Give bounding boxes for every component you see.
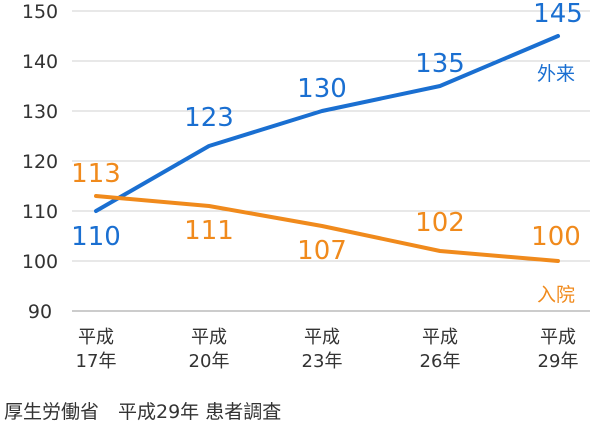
data-label: 145 xyxy=(533,0,583,29)
y-tick-label: 150 xyxy=(22,1,58,23)
y-tick-label: 140 xyxy=(22,51,58,73)
series-lines xyxy=(94,34,560,263)
data-labels: 110 123 130 135 145 113 111 107 102 100 xyxy=(71,0,583,266)
data-label: 123 xyxy=(184,103,234,133)
data-label: 107 xyxy=(297,236,347,266)
x-tick-label: 平成 xyxy=(191,327,227,348)
series-line-1 xyxy=(94,194,560,263)
data-label: 100 xyxy=(531,222,581,252)
x-tick-label: 平成 xyxy=(78,327,114,348)
x-tick-label: 26年 xyxy=(420,351,461,372)
series-name-label: 外来 xyxy=(537,63,575,85)
x-tick-label: 平成 xyxy=(540,327,576,348)
y-tick-label: 90 xyxy=(28,301,52,323)
source-note: 厚生労働省 平成29年 患者調査 xyxy=(4,401,282,423)
y-tick-label: 100 xyxy=(22,251,58,273)
series-line-0 xyxy=(94,34,560,213)
x-tick-label: 29年 xyxy=(538,351,579,372)
data-label: 113 xyxy=(71,159,121,189)
x-tick-label: 23年 xyxy=(302,351,343,372)
x-tick-label: 平成 xyxy=(304,327,340,348)
x-axis-ticks: 平成 17年 平成 20年 平成 23年 平成 26年 平成 29年 xyxy=(76,327,579,372)
y-tick-label: 130 xyxy=(22,101,58,123)
y-tick-label: 120 xyxy=(22,151,58,173)
data-label: 135 xyxy=(415,49,465,79)
series-name-label: 入院 xyxy=(537,284,575,306)
x-tick-label: 平成 xyxy=(422,327,458,348)
x-tick-label: 17年 xyxy=(76,351,117,372)
data-label: 111 xyxy=(184,216,234,246)
y-axis-ticks: 90 100 110 120 130 140 150 xyxy=(22,1,58,323)
x-tick-label: 20年 xyxy=(189,351,230,372)
data-label: 130 xyxy=(297,74,347,104)
data-label: 102 xyxy=(415,208,465,238)
y-tick-label: 110 xyxy=(22,201,58,223)
data-label: 110 xyxy=(71,222,121,252)
